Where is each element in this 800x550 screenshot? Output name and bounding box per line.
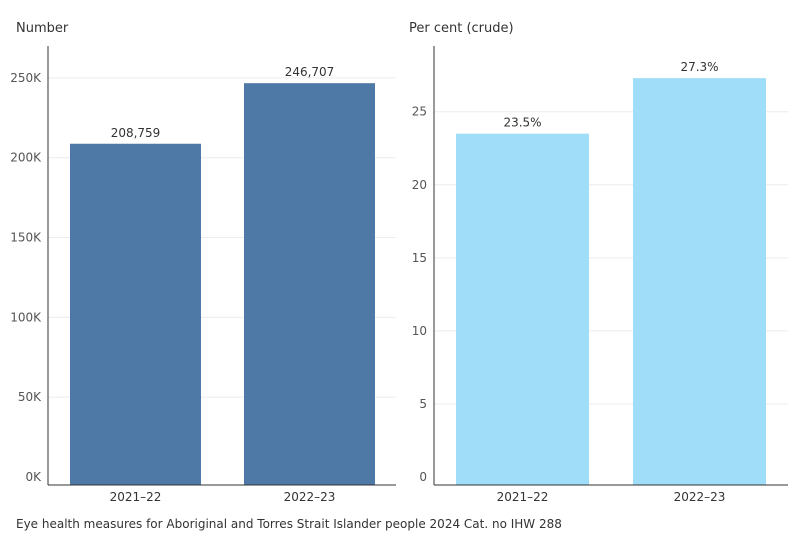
y-tick-label: 150K bbox=[10, 231, 42, 245]
x-tick-label: 2021–22 bbox=[497, 490, 549, 504]
bar-2 bbox=[633, 78, 766, 486]
bar-1 bbox=[456, 133, 589, 485]
y-tick-label: 0K bbox=[25, 470, 42, 484]
y-tick-label: 5 bbox=[419, 397, 427, 411]
bar-1 bbox=[70, 143, 201, 485]
bar-2 bbox=[244, 83, 375, 486]
axis-title-2: Per cent (crude) bbox=[409, 21, 514, 36]
x-tick-label: 2022–23 bbox=[674, 490, 726, 504]
data-label: 27.3% bbox=[680, 60, 718, 74]
y-tick-label: 50K bbox=[18, 390, 42, 404]
data-label: 23.5% bbox=[503, 116, 541, 130]
data-label: 246,707 bbox=[285, 65, 335, 79]
y-tick-label: 250K bbox=[10, 71, 42, 85]
data-label: 208,759 bbox=[111, 126, 161, 140]
y-tick-label: 15 bbox=[412, 251, 427, 265]
y-tick-label: 200K bbox=[10, 151, 42, 165]
y-tick-label: 0 bbox=[419, 470, 427, 484]
y-tick-label: 10 bbox=[412, 324, 427, 338]
x-tick-label: 2021–22 bbox=[110, 490, 162, 504]
y-tick-label: 100K bbox=[10, 310, 42, 324]
footer-source-note: Eye health measures for Aboriginal and T… bbox=[16, 517, 562, 531]
x-tick-label: 2022–23 bbox=[284, 490, 336, 504]
axis-title-1: Number bbox=[16, 21, 69, 36]
y-tick-label: 25 bbox=[412, 105, 427, 119]
y-tick-label: 20 bbox=[412, 178, 427, 192]
